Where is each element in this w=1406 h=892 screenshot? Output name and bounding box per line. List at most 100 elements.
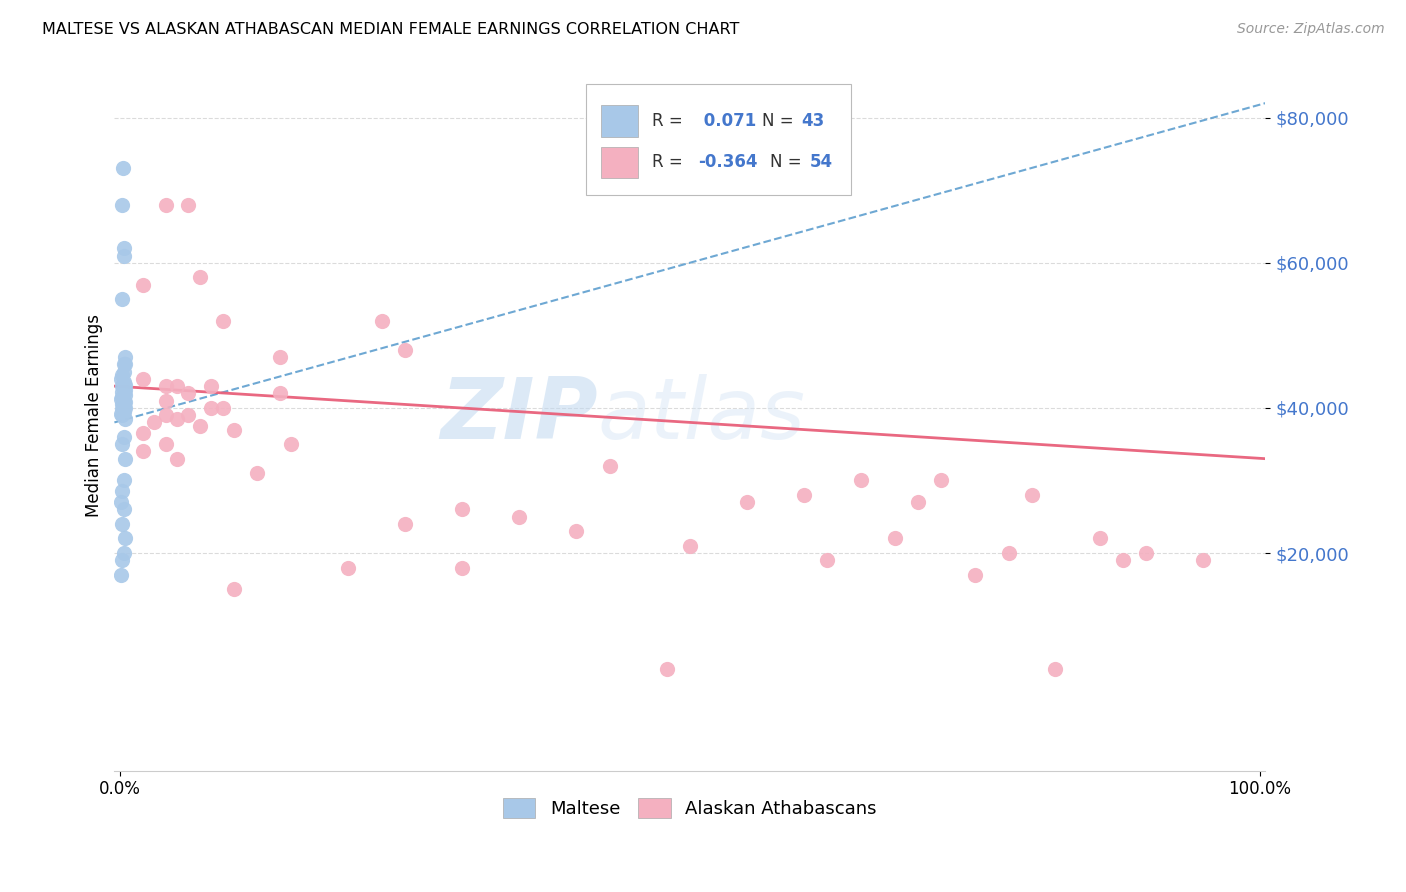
Point bbox=[111, 484, 134, 499]
Point bbox=[963, 567, 986, 582]
Point bbox=[111, 384, 134, 399]
Point bbox=[451, 560, 474, 574]
Point bbox=[132, 426, 155, 441]
Point bbox=[114, 377, 136, 392]
Point bbox=[112, 248, 135, 262]
Point bbox=[394, 343, 416, 357]
Point bbox=[222, 582, 245, 597]
Point bbox=[793, 488, 815, 502]
Point bbox=[110, 392, 132, 407]
Point bbox=[200, 401, 222, 415]
Point bbox=[998, 546, 1021, 560]
Point bbox=[111, 292, 134, 306]
Point bbox=[269, 350, 291, 364]
Point bbox=[177, 408, 200, 422]
Point bbox=[111, 161, 134, 176]
Point bbox=[1088, 532, 1111, 546]
Point bbox=[114, 395, 136, 409]
Point bbox=[222, 423, 245, 437]
Point bbox=[1021, 488, 1043, 502]
Point bbox=[112, 404, 135, 418]
Text: MALTESE VS ALASKAN ATHABASCAN MEDIAN FEMALE EARNINGS CORRELATION CHART: MALTESE VS ALASKAN ATHABASCAN MEDIAN FEM… bbox=[42, 22, 740, 37]
Point bbox=[177, 198, 200, 212]
Point bbox=[143, 416, 166, 430]
Point bbox=[111, 198, 134, 212]
Point bbox=[1135, 546, 1157, 560]
Point bbox=[211, 401, 233, 415]
Point bbox=[114, 388, 136, 402]
Point bbox=[155, 437, 177, 451]
Point bbox=[166, 411, 188, 425]
Point bbox=[166, 379, 188, 393]
Point bbox=[211, 314, 233, 328]
Point bbox=[112, 241, 135, 255]
Point bbox=[112, 474, 135, 488]
Point bbox=[112, 546, 135, 560]
Point bbox=[111, 379, 134, 393]
Point bbox=[679, 539, 702, 553]
Point bbox=[110, 567, 132, 582]
Text: Source: ZipAtlas.com: Source: ZipAtlas.com bbox=[1237, 22, 1385, 37]
Text: ZIP: ZIP bbox=[440, 374, 598, 457]
Point bbox=[280, 437, 302, 451]
Point bbox=[1191, 553, 1213, 567]
Text: 54: 54 bbox=[810, 153, 832, 171]
Point bbox=[111, 408, 134, 422]
Point bbox=[155, 198, 177, 212]
Point bbox=[114, 383, 136, 397]
Point bbox=[112, 393, 135, 408]
Legend: Maltese, Alaskan Athabascans: Maltese, Alaskan Athabascans bbox=[496, 790, 884, 826]
Point bbox=[1043, 662, 1066, 676]
Point bbox=[132, 372, 155, 386]
Point bbox=[111, 437, 134, 451]
Point bbox=[114, 350, 136, 364]
Text: N =: N = bbox=[762, 112, 794, 130]
Point bbox=[599, 458, 621, 473]
Point bbox=[111, 397, 134, 411]
Point bbox=[735, 495, 758, 509]
Point bbox=[177, 386, 200, 401]
Point bbox=[929, 474, 952, 488]
Point bbox=[246, 466, 269, 480]
Point bbox=[111, 553, 134, 567]
Point bbox=[110, 372, 132, 386]
Point bbox=[155, 408, 177, 422]
Point bbox=[114, 451, 136, 466]
Point bbox=[1112, 553, 1135, 567]
Point bbox=[110, 407, 132, 421]
Point bbox=[451, 502, 474, 516]
Text: 0.071: 0.071 bbox=[697, 112, 756, 130]
FancyBboxPatch shape bbox=[586, 85, 851, 194]
Point bbox=[884, 532, 907, 546]
Point bbox=[337, 560, 360, 574]
Point bbox=[132, 277, 155, 292]
Point bbox=[111, 390, 134, 404]
Point bbox=[655, 662, 678, 676]
Bar bbox=[602, 105, 638, 136]
Point bbox=[111, 402, 134, 417]
Point bbox=[111, 368, 134, 383]
Point bbox=[371, 314, 394, 328]
Point bbox=[112, 376, 135, 390]
Point bbox=[508, 509, 530, 524]
Point bbox=[849, 474, 872, 488]
Text: 43: 43 bbox=[801, 112, 825, 130]
Point bbox=[112, 386, 135, 401]
Point bbox=[112, 357, 135, 371]
Point bbox=[565, 524, 588, 539]
Point bbox=[110, 495, 132, 509]
Text: atlas: atlas bbox=[598, 374, 806, 457]
Bar bbox=[602, 146, 638, 178]
Point bbox=[394, 516, 416, 531]
Point bbox=[112, 400, 135, 414]
Point bbox=[112, 430, 135, 444]
Point bbox=[112, 380, 135, 394]
Point bbox=[114, 401, 136, 415]
Text: -0.364: -0.364 bbox=[697, 153, 758, 171]
Point bbox=[112, 502, 135, 516]
Point bbox=[907, 495, 929, 509]
Point bbox=[132, 444, 155, 458]
Point bbox=[188, 419, 211, 434]
Text: N =: N = bbox=[770, 153, 801, 171]
Text: R =: R = bbox=[652, 112, 683, 130]
